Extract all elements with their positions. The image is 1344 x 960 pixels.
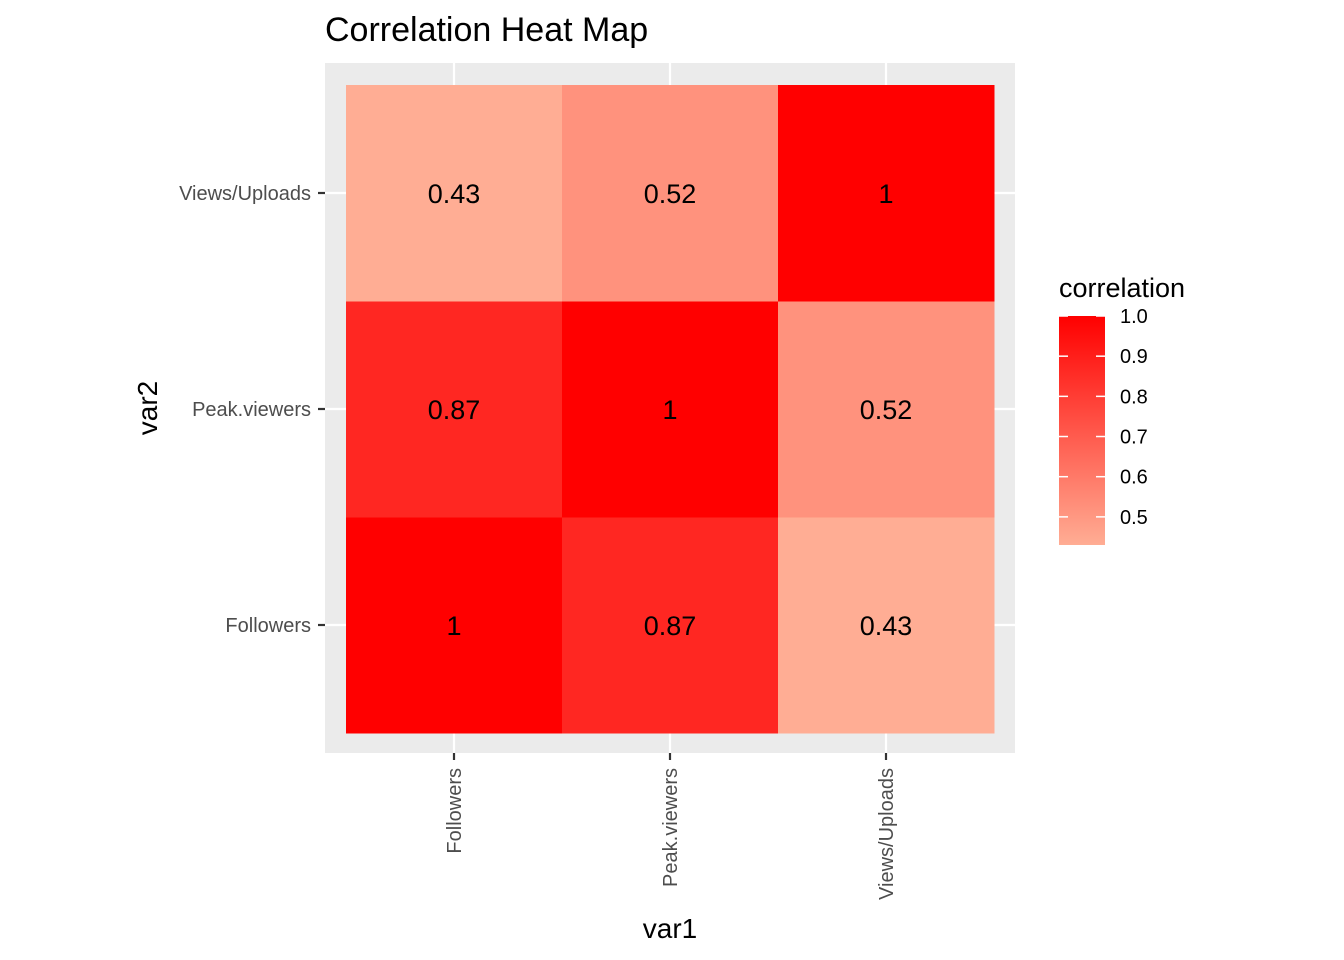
- legend-tick-label: 1.0: [1120, 306, 1148, 328]
- x-axis-tick-label: Views/Uploads: [876, 768, 898, 900]
- legend-tick-label: 0.5: [1120, 507, 1148, 529]
- y-axis-tick-label: Peak.viewers: [192, 399, 311, 421]
- x-axis-title: var1: [643, 913, 697, 944]
- heatmap-cell-label: 0.43: [860, 611, 913, 641]
- heatmap-cell: [562, 85, 779, 302]
- heatmap-cell-label: 0.43: [428, 179, 481, 209]
- heatmap-cell-label: 1: [878, 179, 893, 209]
- heatmap-cell-label: 0.87: [428, 395, 481, 425]
- heatmap-cell: [778, 301, 995, 518]
- legend-colorbar: [1059, 316, 1105, 545]
- legend: correlation 1.0 0.9 0.8 0.7 0.6 0.5: [1059, 273, 1185, 545]
- heatmap-cell-label: 0.87: [644, 611, 697, 641]
- heatmap-cell: [562, 517, 779, 734]
- heatmap-cell-label: 0.52: [644, 179, 697, 209]
- heatmap-cell: [562, 301, 779, 518]
- y-axis-title: var2: [132, 381, 163, 435]
- x-axis-tick-label: Followers: [444, 768, 466, 854]
- y-axis-tick-label: Followers: [225, 615, 311, 637]
- chart-title: Correlation Heat Map: [325, 11, 648, 49]
- legend-tick-label: 0.7: [1120, 427, 1148, 449]
- heatmap-cell-labels: 1 0.87 0.43 0.87 1 0.52 0.43 0.52 1: [428, 179, 913, 641]
- heatmap-cell: [778, 85, 995, 302]
- legend-title: correlation: [1059, 273, 1185, 303]
- x-axis-tick-label: Peak.viewers: [660, 768, 682, 887]
- y-axis: Followers Peak.viewers Views/Uploads: [179, 183, 325, 637]
- heatmap-cell: [346, 517, 563, 734]
- legend-tick-label: 0.9: [1120, 346, 1148, 368]
- legend-tick-label: 0.8: [1120, 386, 1148, 408]
- heatmap-cell: [346, 301, 563, 518]
- heatmap-cell-label: 0.52: [860, 395, 913, 425]
- heatmap-cell: [346, 85, 563, 302]
- heatmap-cell: [778, 517, 995, 734]
- heatmap-cell-label: 1: [662, 395, 677, 425]
- heatmap-cells: [346, 85, 995, 734]
- heatmap-cell-label: 1: [446, 611, 461, 641]
- y-axis-tick-label: Views/Uploads: [179, 183, 311, 205]
- x-axis: Followers Peak.viewers Views/Uploads: [444, 753, 898, 900]
- legend-tick-label: 0.6: [1120, 467, 1148, 489]
- legend-ticks: 1.0 0.9 0.8 0.7 0.6 0.5: [1059, 306, 1148, 529]
